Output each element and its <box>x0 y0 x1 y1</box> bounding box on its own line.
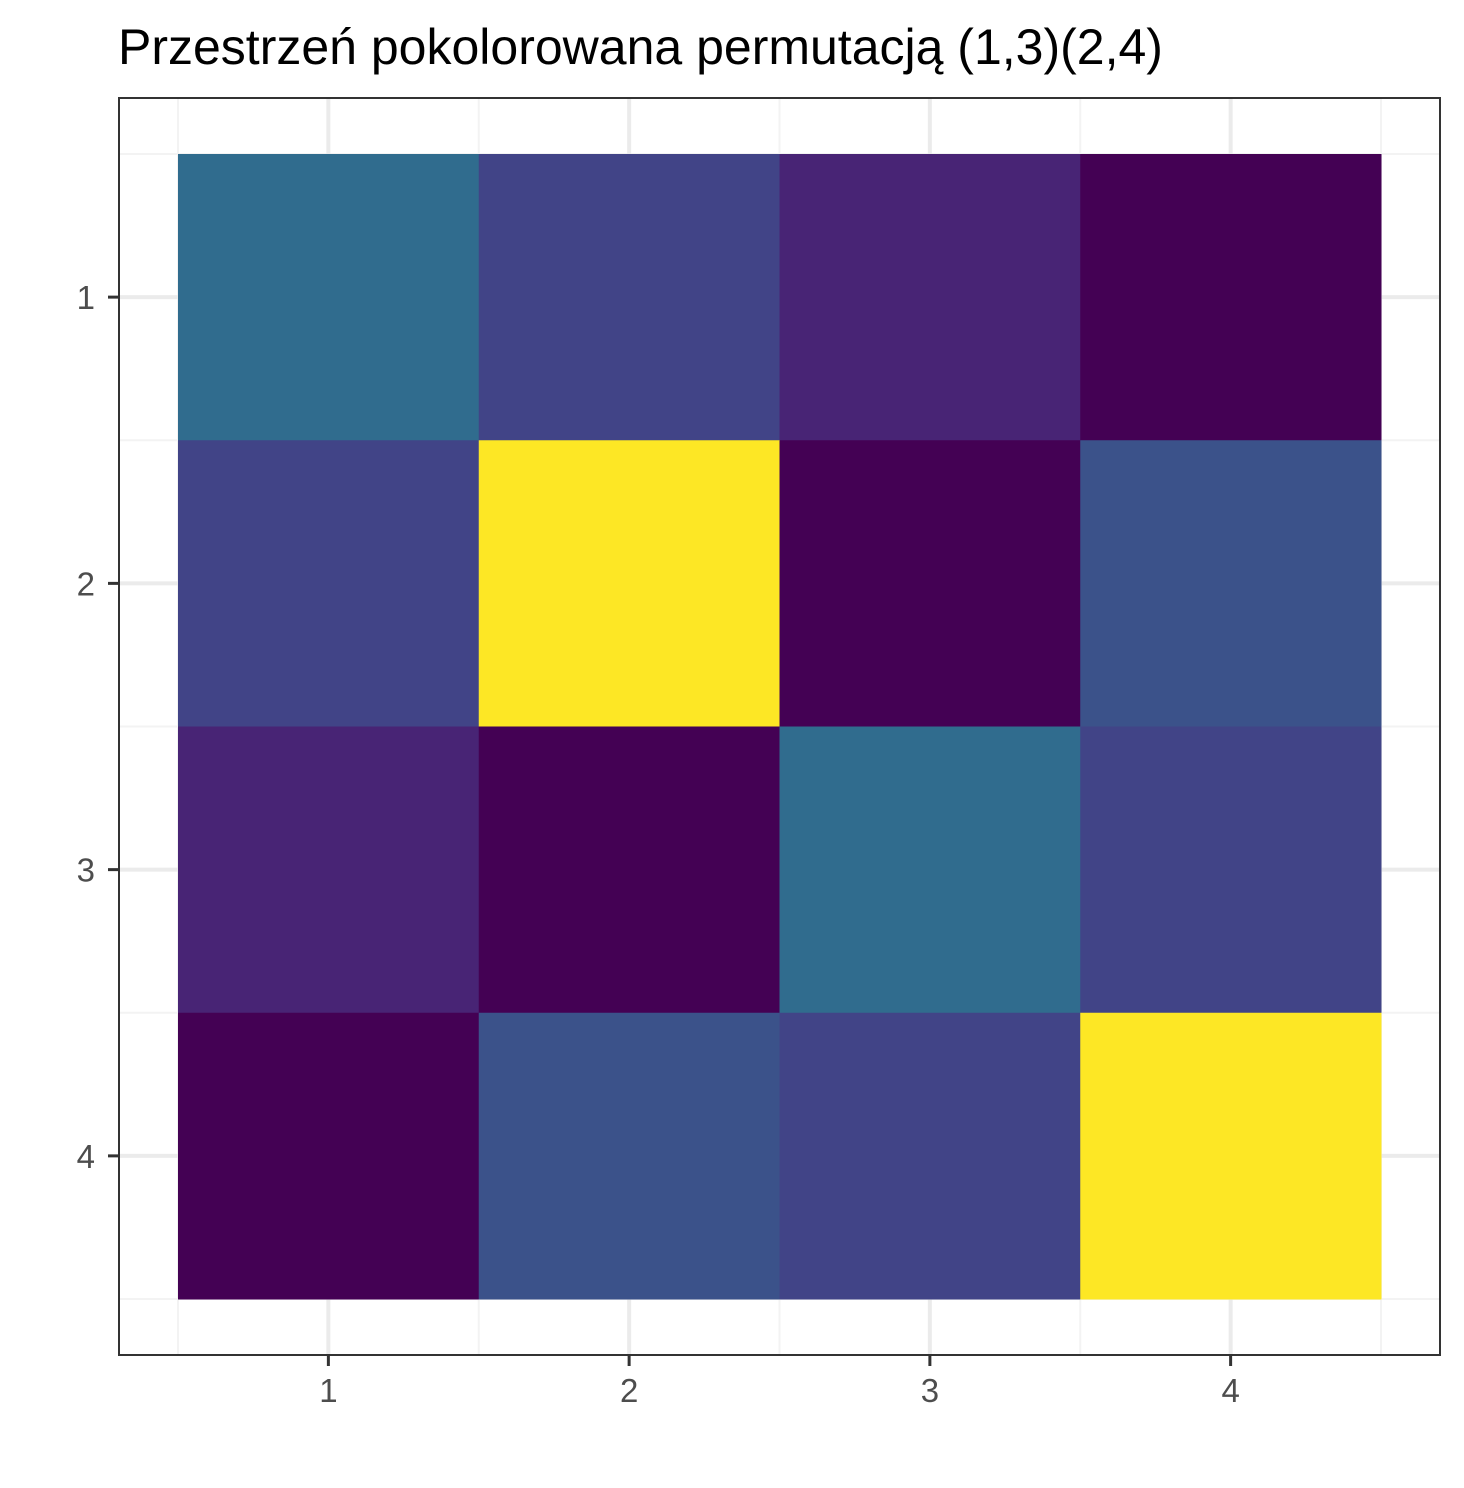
x-tick-label: 1 <box>319 1372 337 1409</box>
y-tick-label: 1 <box>77 279 95 316</box>
heatmap-cell-r3-c3 <box>779 726 1081 1014</box>
axes: 1 2 3 4 1 2 3 4 <box>77 279 1240 1409</box>
x-tick-label: 3 <box>921 1372 939 1409</box>
y-tick-label: 2 <box>77 565 95 602</box>
y-tick-label: 4 <box>77 1138 95 1175</box>
heatmap-cell-r1-c4 <box>1080 154 1382 441</box>
heatmap-cell-r4-c2 <box>478 1012 780 1300</box>
heatmap-cell-r4-c4 <box>1080 1012 1382 1300</box>
heatmap-cell-r1-c2 <box>478 154 780 441</box>
heatmap-cell-r1-c1 <box>178 154 480 441</box>
heatmap-cell-r2-c2 <box>478 440 780 727</box>
heatmap-cell-r2-c3 <box>779 440 1081 727</box>
heatmap-cell-r3-c2 <box>478 726 780 1014</box>
x-tick-label: 4 <box>1221 1372 1239 1409</box>
heatmap-cell-r4-c3 <box>779 1012 1081 1300</box>
heatmap-cell-r1-c3 <box>779 154 1081 441</box>
chart-title: Przestrzeń pokolorowana permutacją (1,3)… <box>118 19 1163 75</box>
heatmap-cell-r2-c4 <box>1080 440 1382 727</box>
heatmap-cell-r3-c1 <box>178 726 480 1014</box>
heatmap-cells <box>178 154 1382 1300</box>
heatmap-cell-r2-c1 <box>178 440 480 727</box>
heatmap-cell-r4-c1 <box>178 1012 480 1300</box>
panel-border <box>118 97 1441 1356</box>
x-tick-label: 2 <box>620 1372 638 1409</box>
y-tick-label: 3 <box>77 852 95 889</box>
heatmap-cell-r3-c4 <box>1080 726 1382 1014</box>
